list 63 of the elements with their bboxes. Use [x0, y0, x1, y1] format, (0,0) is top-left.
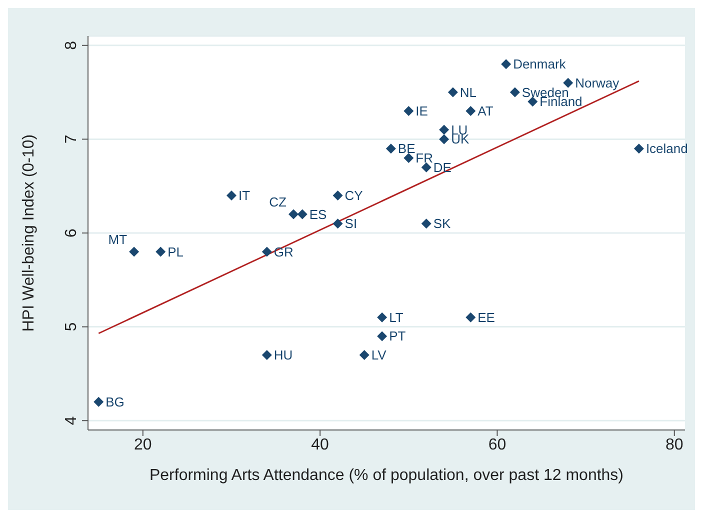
point [377, 312, 388, 322]
data-label: Denmark [513, 56, 566, 72]
point [386, 144, 396, 154]
point [404, 106, 414, 116]
point [528, 96, 538, 107]
y-tick-label: 8 [63, 40, 80, 50]
x-tick-label: 80 [665, 436, 684, 454]
point [262, 350, 272, 360]
data-label: IT [238, 188, 250, 204]
data-label: Norway [575, 75, 620, 90]
point [377, 331, 388, 342]
data-label: LT [389, 310, 404, 325]
data-label: HU [274, 348, 293, 362]
point [297, 209, 308, 220]
point [421, 218, 432, 229]
data-label: CY [344, 188, 364, 204]
data-label: PL [168, 244, 184, 260]
data-label: CZ [269, 194, 287, 210]
point [563, 78, 574, 88]
point [359, 350, 370, 360]
point [94, 396, 104, 407]
data-label: BE [398, 141, 416, 156]
y-tick-label: 6 [63, 228, 80, 238]
data-label: BG [106, 394, 124, 410]
point [129, 246, 140, 257]
data-label: MT [108, 232, 128, 247]
data-label: GR [274, 244, 294, 260]
data-label: EE [478, 310, 496, 325]
data-label: NL [460, 84, 477, 100]
point [288, 209, 298, 220]
data-label: AT [478, 104, 494, 119]
data-label: LV [371, 348, 387, 362]
point [510, 87, 520, 98]
point [332, 190, 343, 200]
x-tick-label: 60 [488, 436, 506, 454]
point [501, 59, 512, 70]
point [466, 106, 476, 116]
point [262, 246, 272, 257]
y-tick-label: 7 [63, 134, 80, 144]
point [421, 162, 432, 172]
point [439, 134, 450, 144]
data-label: IE [416, 104, 428, 119]
x-tick-label: 20 [134, 436, 152, 454]
point [404, 152, 414, 163]
y-tick-label: 5 [63, 322, 80, 332]
y-tick-label: 4 [63, 416, 80, 426]
data-label: PT [389, 328, 406, 344]
point [226, 190, 236, 200]
data-label: ES [309, 206, 328, 222]
point [634, 144, 644, 154]
data-label: SI [344, 216, 358, 232]
data-label: Iceland [646, 141, 688, 156]
data-label: FR [416, 150, 433, 166]
point [156, 246, 166, 257]
point [448, 87, 458, 98]
point [466, 312, 476, 322]
point [332, 218, 343, 229]
x-tick-label: 40 [311, 436, 330, 454]
y-axis-title: HPI Well-being Index (0-10) [20, 134, 38, 332]
x-axis-title: Performing Arts Attendance (% of population, over past 12 months) [149, 467, 624, 484]
data-label: SK [433, 216, 452, 232]
point [439, 124, 450, 135]
data-label: DE [433, 160, 452, 175]
